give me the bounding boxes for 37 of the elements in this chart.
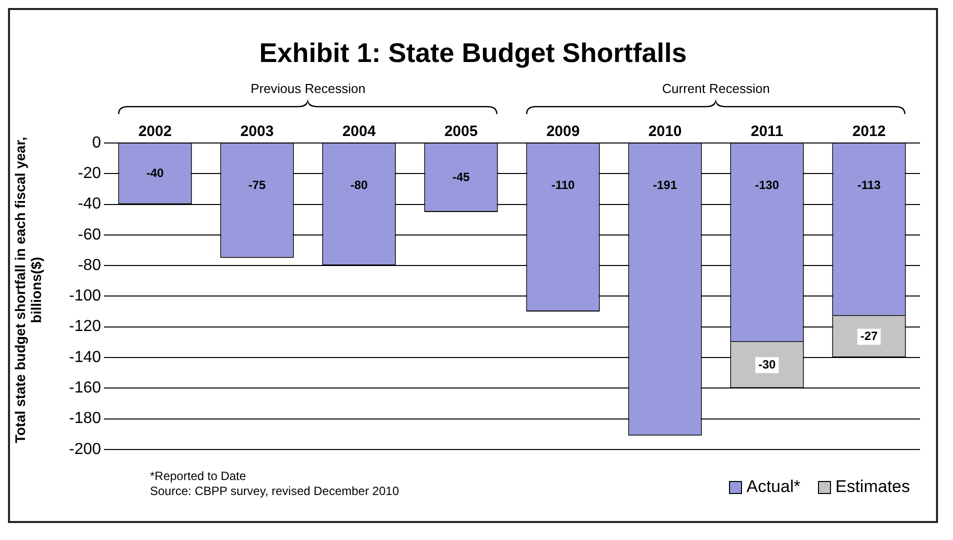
x-tick-label: 2012 [852, 123, 886, 140]
text: Previous Recession [250, 81, 366, 96]
y-tick-label: -180 [68, 410, 102, 428]
y-tick-label: -140 [68, 348, 102, 366]
x-tick-label: 2010 [648, 123, 682, 140]
chart-title: Exhibit 1: State Budget Shortfalls [258, 38, 688, 69]
text: *Reported to Date [150, 469, 248, 484]
text: Current Recession [661, 81, 771, 96]
x-tick-label: 2005 [444, 123, 478, 140]
data-label: -110 [551, 178, 576, 192]
y-tick-label: -200 [68, 440, 102, 458]
data-label: -45 [452, 170, 470, 184]
data-label: -30 [758, 357, 776, 372]
legend-label: Actual* [746, 477, 800, 497]
y-tick-label: -100 [68, 288, 102, 305]
x-tick-label: 2009 [546, 123, 580, 140]
data-label: -113 [857, 178, 882, 192]
data-label: -27 [860, 329, 878, 344]
legend-label: Estimates [835, 477, 910, 497]
y-axis-title: Total state budget shortfall in each fiscal year, billions($) [12, 135, 44, 445]
data-label: -130 [754, 178, 780, 192]
data-label: -75 [248, 178, 266, 192]
data-label: -40 [146, 166, 164, 180]
data-label: -80 [350, 178, 368, 192]
x-tick-label: 2002 [138, 123, 172, 140]
y-tick-label: -120 [68, 318, 102, 336]
source-note: Source: CBPP survey, revised December 2010 [150, 484, 400, 499]
data-label: -191 [652, 178, 678, 192]
y-tick-label: -80 [78, 256, 102, 274]
y-tick-label: 0 [92, 134, 102, 152]
y-tick-label: -40 [78, 196, 102, 213]
y-tick-label: -160 [68, 380, 102, 397]
x-tick-label: 2011 [750, 123, 784, 140]
y-tick-label: -20 [78, 165, 102, 182]
y-tick-label: -60 [78, 226, 102, 244]
x-tick-label: 2003 [240, 123, 274, 140]
x-tick-label: 2004 [342, 123, 376, 140]
